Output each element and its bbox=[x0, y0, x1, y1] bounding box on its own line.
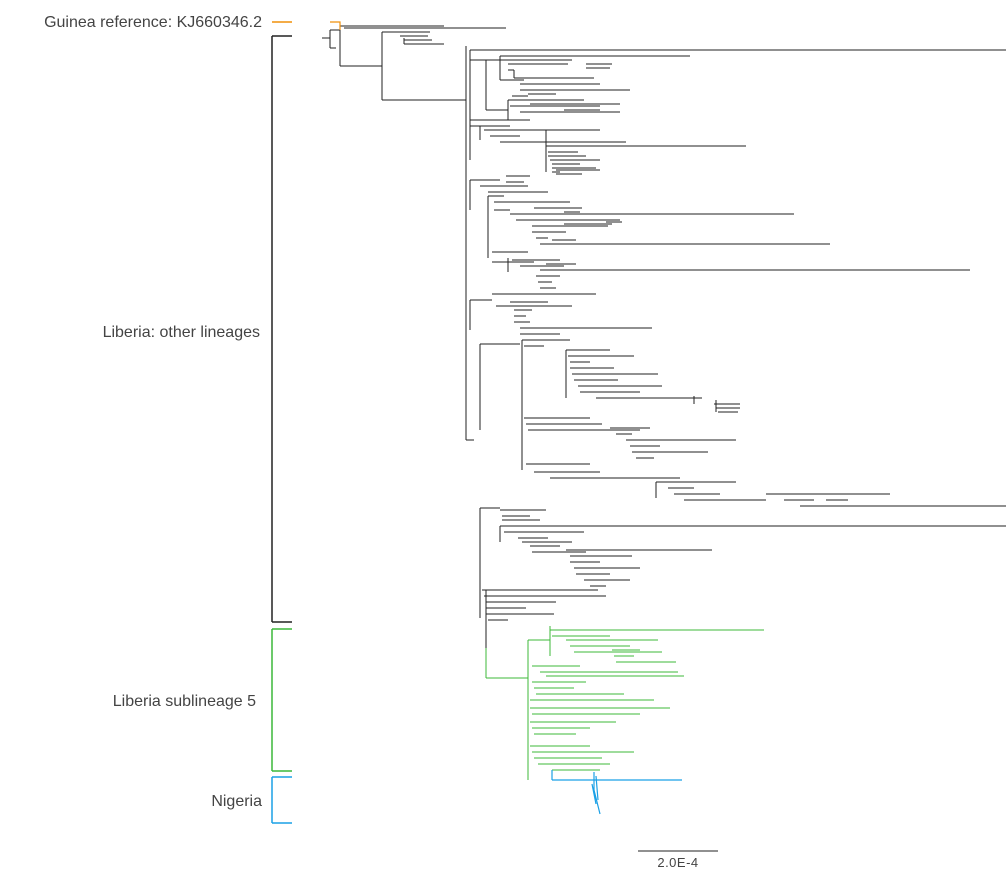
branch bbox=[536, 275, 560, 289]
branch bbox=[530, 721, 616, 735]
branch bbox=[570, 367, 662, 387]
branch bbox=[591, 772, 601, 815]
branch bbox=[534, 201, 582, 209]
branch bbox=[549, 626, 764, 656]
branch bbox=[684, 493, 1006, 507]
label-liberia-other-lineages: Liberia: other lineages bbox=[103, 324, 260, 341]
branch bbox=[479, 343, 520, 430]
branch bbox=[564, 211, 622, 225]
branch bbox=[522, 541, 586, 553]
branch bbox=[508, 63, 594, 79]
tree-root bbox=[322, 25, 506, 441]
label-nigeria: Nigeria bbox=[211, 793, 262, 810]
branch bbox=[612, 649, 676, 663]
branch bbox=[714, 400, 740, 413]
branch bbox=[499, 55, 690, 81]
branch bbox=[532, 231, 830, 245]
clade-bracket-liberia-sublineage-5 bbox=[271, 628, 292, 772]
branch bbox=[339, 25, 444, 67]
branch bbox=[506, 175, 530, 187]
branch bbox=[381, 31, 466, 101]
scale-bar-label: 2.0E-4 bbox=[657, 855, 698, 870]
branch bbox=[560, 103, 620, 111]
branch bbox=[630, 445, 708, 459]
tree-root-guinea bbox=[330, 21, 341, 30]
branch bbox=[566, 639, 662, 653]
branch bbox=[465, 46, 474, 441]
branch bbox=[469, 179, 548, 210]
branch bbox=[528, 93, 584, 105]
branch bbox=[532, 681, 624, 695]
branch bbox=[527, 639, 550, 780]
branch bbox=[512, 83, 630, 97]
branch bbox=[565, 349, 634, 398]
branch bbox=[538, 763, 610, 771]
branch bbox=[479, 507, 500, 618]
branch bbox=[469, 49, 1006, 160]
branch bbox=[485, 648, 528, 679]
tree-liberia-sublineage-5 bbox=[485, 626, 764, 780]
branch bbox=[330, 21, 341, 30]
branch bbox=[470, 59, 572, 111]
branch bbox=[512, 259, 970, 271]
branch bbox=[526, 463, 680, 479]
branch bbox=[492, 251, 534, 272]
branch bbox=[580, 391, 702, 404]
branch bbox=[510, 213, 794, 227]
branch bbox=[530, 745, 634, 759]
branch bbox=[487, 195, 570, 258]
clade-bracket-liberia-other bbox=[271, 35, 292, 623]
branch bbox=[655, 481, 736, 498]
branch bbox=[548, 155, 600, 173]
label-guinea-reference: Guinea reference: KJ660346.2 bbox=[44, 14, 262, 31]
branch bbox=[551, 770, 682, 781]
branch bbox=[530, 699, 670, 715]
branch bbox=[484, 129, 626, 143]
scale-bar: 2.0E-4 bbox=[638, 850, 718, 870]
branch bbox=[400, 35, 444, 45]
tree-nigeria bbox=[551, 770, 682, 815]
clade-bracket-nigeria bbox=[271, 776, 292, 824]
branch bbox=[524, 417, 640, 431]
branch bbox=[520, 327, 652, 347]
branch bbox=[610, 427, 736, 441]
branch bbox=[322, 29, 340, 49]
branch bbox=[556, 169, 600, 175]
branch bbox=[545, 129, 746, 172]
branch bbox=[510, 301, 548, 323]
branch bbox=[486, 607, 554, 621]
branch bbox=[469, 293, 596, 330]
branch bbox=[566, 549, 712, 563]
branch bbox=[482, 589, 606, 603]
branch bbox=[574, 567, 640, 587]
branch bbox=[499, 525, 1006, 542]
branch bbox=[500, 509, 546, 521]
branch bbox=[826, 499, 890, 507]
branch bbox=[532, 665, 684, 677]
tree-liberia-other bbox=[469, 49, 1006, 648]
branch bbox=[470, 119, 530, 140]
branch bbox=[586, 63, 612, 69]
label-liberia-sublineage-5: Liberia sublineage 5 bbox=[113, 693, 256, 710]
